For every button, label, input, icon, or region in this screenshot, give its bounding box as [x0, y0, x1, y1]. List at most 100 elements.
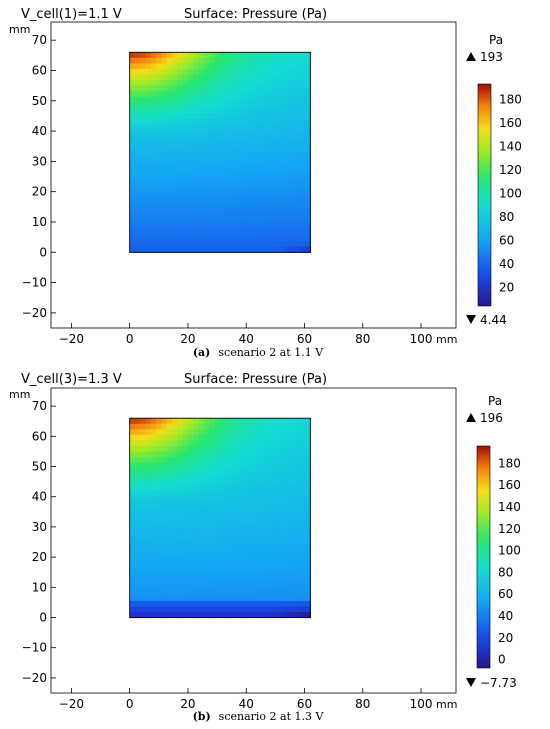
heatmap-cell — [267, 213, 274, 220]
heatmap-cell — [257, 611, 264, 619]
heatmap-cell — [294, 573, 301, 580]
heatmap-cell — [257, 456, 264, 464]
heatmap-cell — [283, 567, 290, 574]
heatmap-cell — [177, 213, 184, 220]
heatmap-cell — [241, 573, 248, 580]
heatmap-cell — [225, 456, 232, 464]
heatmap-cell — [230, 490, 237, 497]
heatmap-cell — [166, 246, 173, 253]
heatmap-cell — [193, 102, 200, 109]
heatmap-cell — [214, 218, 221, 226]
heatmap-cell — [294, 490, 301, 497]
heatmap-cell — [219, 506, 226, 513]
heatmap-cell — [219, 462, 226, 469]
heatmap-cell — [129, 235, 136, 242]
heatmap-cell — [283, 501, 290, 508]
heatmap-cell — [198, 68, 205, 76]
heatmap-cell — [262, 440, 269, 447]
heatmap-cell — [182, 611, 189, 619]
heatmap-cell — [188, 196, 195, 203]
colorbar-unit: Pa — [489, 33, 503, 47]
heatmap-cell — [235, 573, 242, 580]
heatmap-cell — [172, 456, 179, 464]
heatmap-cell — [251, 68, 258, 76]
heatmap-cell — [278, 207, 285, 214]
heatmap-cell — [166, 589, 173, 596]
heatmap-cell — [172, 600, 179, 608]
heatmap-cell — [209, 606, 216, 613]
heatmap-cell — [273, 207, 280, 214]
heatmap-cell — [289, 523, 295, 530]
heatmap-cell — [241, 118, 248, 126]
heatmap-cell — [214, 168, 221, 176]
heatmap-cell — [294, 484, 301, 491]
y-axis-unit: mm — [9, 23, 30, 36]
heatmap-cell — [278, 213, 285, 220]
heatmap-cell — [305, 611, 311, 619]
heatmap-cell — [251, 473, 258, 480]
heatmap-cell — [299, 611, 306, 619]
heatmap-cell — [209, 451, 216, 458]
heatmap-cell — [257, 135, 264, 142]
heatmap-cell — [188, 96, 195, 103]
heatmap-cell — [209, 124, 216, 131]
heatmap-cell — [214, 567, 221, 574]
heatmap-cell — [294, 246, 301, 253]
heatmap-cell — [267, 180, 274, 187]
heatmap-cell — [235, 241, 242, 248]
heatmap-cell — [172, 146, 179, 153]
heatmap-cell — [209, 479, 216, 486]
heatmap-cell — [156, 102, 163, 109]
heatmap-cell — [267, 85, 274, 92]
heatmap-cell — [283, 418, 290, 425]
colorbar-tick-label: 180 — [499, 92, 522, 106]
heatmap-cell — [257, 241, 264, 248]
heatmap-cell — [193, 241, 200, 248]
heatmap-cell — [182, 130, 189, 137]
heatmap-cell — [214, 107, 221, 114]
heatmap-cell — [230, 52, 237, 59]
heatmap-cell — [182, 528, 189, 536]
heatmap-cell — [134, 490, 141, 497]
heatmap-cell — [145, 246, 152, 253]
heatmap-cell — [283, 107, 290, 114]
y-axis-unit: mm — [9, 388, 30, 401]
heatmap-cell — [145, 57, 152, 64]
heatmap-cell — [129, 528, 136, 536]
heatmap-cell — [235, 224, 242, 231]
heatmap-cell — [251, 185, 258, 192]
heatmap-cell — [299, 434, 306, 441]
heatmap-cell — [262, 578, 269, 585]
heatmap-cell — [246, 418, 253, 425]
min-triangle-icon — [466, 315, 476, 324]
heatmap-cell — [214, 196, 221, 203]
heatmap-cell — [209, 52, 216, 59]
heatmap-cell — [193, 218, 200, 226]
heatmap-cell — [219, 523, 226, 530]
heatmap-cell — [230, 501, 237, 508]
heatmap-cell — [262, 479, 269, 486]
heatmap-cell — [166, 611, 173, 619]
heatmap-cell — [129, 246, 136, 253]
heatmap-cell — [177, 611, 184, 619]
heatmap-cell — [273, 163, 280, 170]
heatmap-cell — [305, 512, 311, 519]
heatmap-cell — [262, 218, 269, 226]
heatmap-cell — [193, 456, 200, 464]
heatmap-cell — [177, 80, 184, 87]
heatmap-cell — [273, 423, 280, 430]
heatmap-cell — [204, 207, 210, 214]
heatmap-cell — [257, 584, 264, 591]
heatmap-cell — [294, 57, 301, 64]
heatmap-cell — [219, 528, 226, 536]
heatmap-cell — [246, 556, 253, 563]
heatmap-cell — [129, 96, 136, 103]
heatmap-cell — [289, 63, 295, 70]
heatmap-cell — [140, 185, 147, 192]
heatmap-cell — [177, 517, 184, 524]
heatmap-cell — [283, 600, 290, 608]
heatmap-cell — [257, 230, 264, 237]
heatmap-cell — [156, 468, 163, 475]
heatmap-cell — [283, 74, 290, 81]
heatmap-cell — [241, 207, 248, 214]
